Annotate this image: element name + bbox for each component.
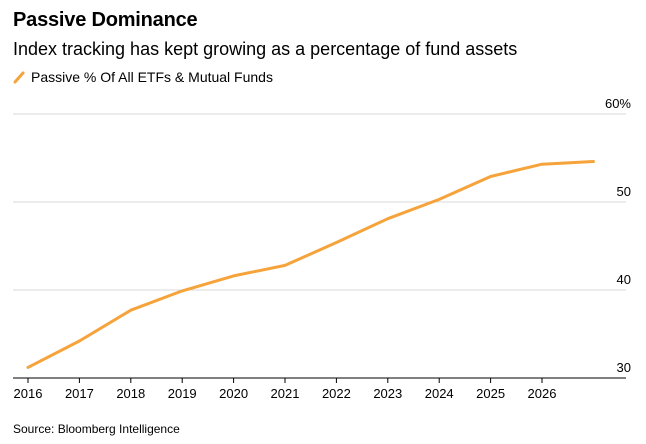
x-tick-label-2018: 2018 bbox=[116, 386, 145, 401]
y-tick-label-60: 60% bbox=[605, 96, 631, 111]
x-tick-label-2021: 2021 bbox=[271, 386, 300, 401]
series-line-0 bbox=[26, 160, 595, 369]
x-tick-label-2020: 2020 bbox=[219, 386, 248, 401]
series bbox=[26, 160, 595, 369]
x-axis: 2016 2017 2018 2019 2020 2021 2022 2023 2024 2025… bbox=[14, 378, 557, 401]
y-tick-label-40: 40 bbox=[617, 272, 631, 287]
y-tick-label-50: 50 bbox=[617, 184, 631, 199]
x-tick-label-2022: 2022 bbox=[322, 386, 351, 401]
legend: Passive % Of All ETFs & Mutual Funds bbox=[13, 67, 273, 87]
gridlines bbox=[13, 113, 626, 379]
chart-subtitle: Index tracking has kept growing as a per… bbox=[13, 39, 518, 59]
x-tick-label-2023: 2023 bbox=[373, 386, 402, 401]
x-tick-label-2017: 2017 bbox=[65, 386, 94, 401]
y-axis: 30 40 50 60% bbox=[605, 96, 631, 375]
legend-swatch-icon bbox=[13, 71, 25, 84]
x-tick-label-2025: 2025 bbox=[476, 386, 505, 401]
x-tick-label-2019: 2019 bbox=[168, 386, 197, 401]
x-tick-label-2026: 2026 bbox=[528, 386, 557, 401]
x-tick-label-2016: 2016 bbox=[14, 386, 43, 401]
y-tick-label-30: 30 bbox=[617, 360, 631, 375]
chart-title: Passive Dominance bbox=[13, 9, 198, 31]
source-note: Source: Bloomberg Intelligence bbox=[13, 422, 180, 436]
legend-label: Passive % Of All ETFs & Mutual Funds bbox=[31, 69, 273, 85]
x-tick-label-2024: 2024 bbox=[425, 386, 454, 401]
